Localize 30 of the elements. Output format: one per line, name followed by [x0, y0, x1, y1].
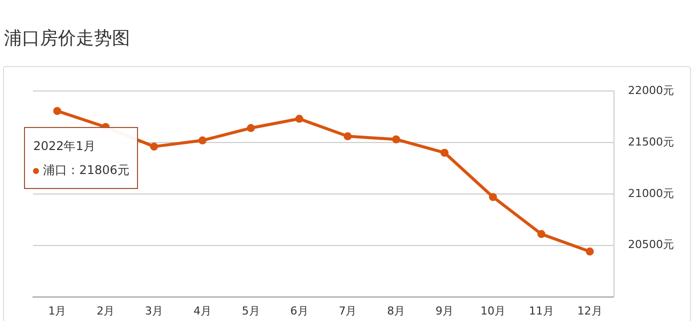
annotation: 浦口：21806元 — [43, 162, 130, 177]
point — [53, 106, 62, 115]
point — [198, 136, 206, 144]
point — [440, 148, 449, 157]
annotation: 2022年1月 — [33, 138, 96, 153]
y-tick-label: 20500元 — [628, 238, 674, 252]
x-tick-label: 7月 — [338, 304, 357, 318]
y-tick-label: 22000元 — [628, 84, 674, 97]
x-tick-label: 2月 — [96, 304, 115, 318]
point — [344, 132, 352, 140]
point — [295, 114, 304, 123]
x-tick-label: 5月 — [242, 304, 260, 318]
x-tick-label: 10月 — [480, 304, 506, 318]
x-tick-label: 1月 — [48, 304, 66, 318]
y-tick-label: 21000元 — [628, 186, 674, 200]
point — [537, 230, 546, 238]
x-tick-label: 12月 — [577, 304, 602, 318]
point — [586, 248, 594, 256]
x-tick-label: 3月 — [145, 304, 164, 318]
y-tick-label: 21500元 — [628, 135, 674, 148]
x-tick-label: 6月 — [290, 304, 308, 318]
x-tick-label: 4月 — [193, 304, 212, 318]
x-tick-label: 9月 — [436, 304, 454, 318]
chart-title: 浦口房价走势图 — [4, 27, 130, 50]
point — [392, 135, 400, 144]
x-tick-label: 8月 — [387, 304, 406, 318]
point — [246, 124, 255, 132]
point — [150, 142, 158, 151]
x-tick-label: 11月 — [528, 304, 554, 318]
point — [488, 192, 497, 201]
